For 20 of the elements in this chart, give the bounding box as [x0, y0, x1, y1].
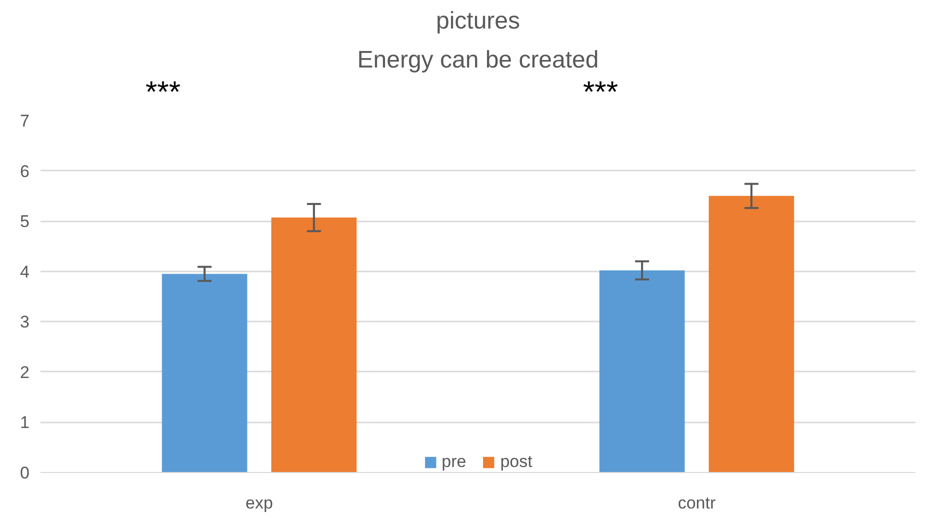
- legend-label: post: [500, 452, 532, 472]
- bar: [599, 270, 685, 472]
- y-tick-label: 3: [20, 312, 30, 332]
- y-tick-label: 2: [20, 362, 30, 382]
- chart-title: pictures: [436, 8, 520, 34]
- x-tick-label: contr: [678, 494, 716, 512]
- y-tick-label: 6: [20, 162, 30, 181]
- y-tick-label: 7: [20, 112, 30, 130]
- x-tick-label: exp: [246, 494, 273, 512]
- legend-label: pre: [442, 452, 466, 472]
- bar: [271, 218, 357, 472]
- bar: [162, 274, 248, 472]
- y-tick-label: 4: [20, 262, 30, 282]
- y-tick-label: 0: [20, 464, 30, 482]
- y-tick-label: 5: [20, 212, 30, 232]
- y-tick-label: 1: [20, 413, 30, 432]
- text: ***: [145, 76, 181, 109]
- chart-subtitle: Energy can be created: [357, 46, 599, 74]
- text: ***: [582, 76, 618, 109]
- bar: [708, 196, 794, 472]
